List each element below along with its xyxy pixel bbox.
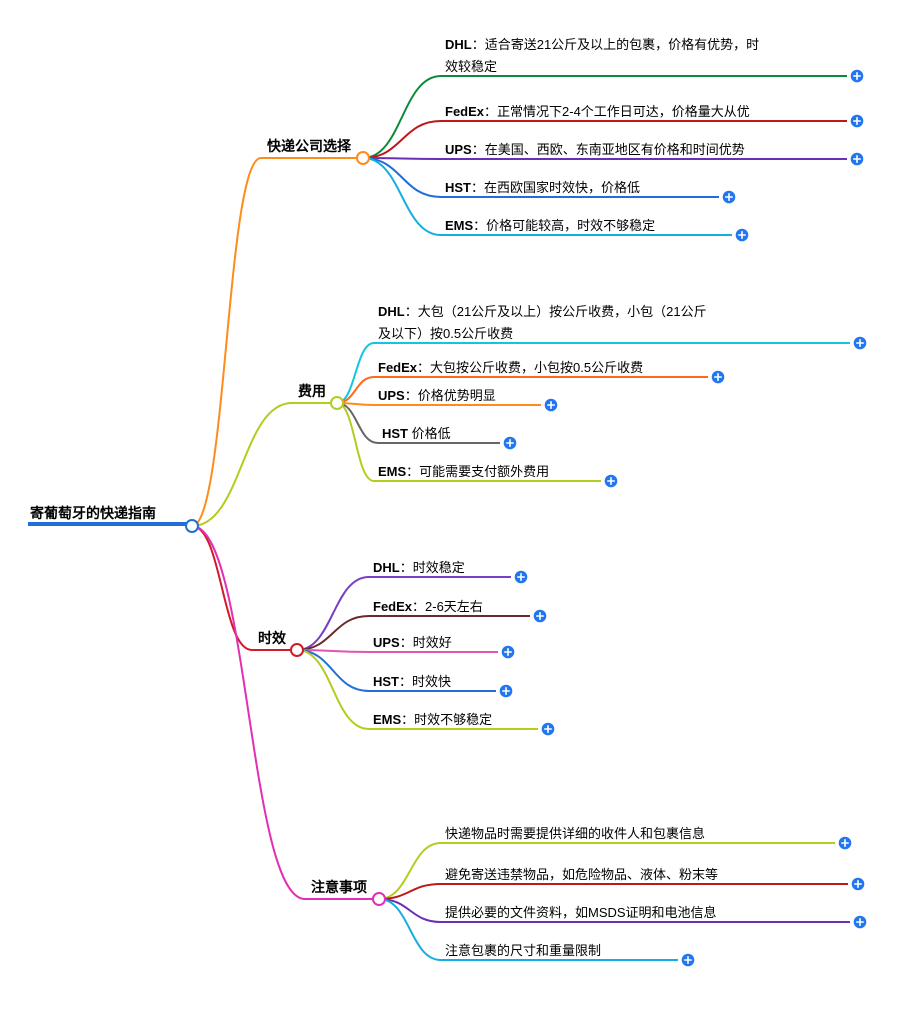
cost-hub[interactable] [331, 397, 343, 409]
timing-hub[interactable] [291, 644, 303, 656]
edge-timing-leaf-1 [297, 616, 369, 650]
expand-icon[interactable] [850, 69, 864, 83]
expand-icon[interactable] [722, 190, 736, 204]
carrier-hub[interactable] [357, 152, 369, 164]
notes-leaf-0-text: 快递物品时需要提供详细的收件人和包裹信息 [445, 826, 705, 841]
expand-icon[interactable] [541, 722, 555, 736]
edge-root-to-timing [192, 526, 252, 650]
notes-leaf-3-text: 注意包裹的尺寸和重量限制 [445, 943, 601, 958]
expand-icon[interactable] [499, 684, 513, 698]
edge-cost-leaf-0 [337, 343, 374, 403]
root-hub[interactable] [186, 520, 198, 532]
cost-leaf-3-text: HST 价格低 [382, 426, 451, 441]
edge-root-to-notes [192, 526, 305, 899]
expand-icon[interactable] [735, 228, 749, 242]
expand-icon[interactable] [681, 953, 695, 967]
root-label: 寄葡萄牙的快递指南 [30, 505, 156, 521]
expand-icon[interactable] [853, 915, 867, 929]
cost-label: 费用 [298, 383, 326, 399]
expand-icon[interactable] [503, 436, 517, 450]
cost-leaf-0-text-line1: DHL：大包（21公斤及以上）按公斤收费，小包（21公斤 [378, 304, 707, 319]
carrier-leaf-0-text-line2: 效较稳定 [445, 59, 497, 74]
mindmap-canvas: 寄葡萄牙的快递指南 快递公司选择 DHL：适合寄送21公斤及以上的包裹，价格有优势，… [0, 0, 906, 1012]
edge-cost-leaf-4 [337, 403, 374, 481]
expand-icon[interactable] [533, 609, 547, 623]
timing-leaf-1-text: FedEx：2-6天左右 [373, 599, 483, 614]
expand-icon[interactable] [838, 836, 852, 850]
edge-carrier-leaf-0 [363, 76, 441, 158]
cost-leaf-2-text: UPS：价格优势明显 [378, 388, 496, 403]
edge-carrier-leaf-3 [363, 158, 441, 197]
expand-icon[interactable] [544, 398, 558, 412]
timing-label: 时效 [258, 630, 287, 646]
cost-leaf-0-text-line2: 及以下）按0.5公斤收费 [378, 326, 513, 341]
edge-notes-leaf-3 [379, 899, 441, 960]
carrier-leaf-1-text: FedEx：正常情况下2-4个工作日可达，价格量大从优 [445, 104, 750, 119]
expand-icon[interactable] [514, 570, 528, 584]
carrier-label: 快递公司选择 [267, 138, 352, 154]
carrier-leaf-3-text: HST：在西欧国家时效快，价格低 [445, 180, 640, 195]
notes-leaf-1-text: 避免寄送违禁物品，如危险物品、液体、粉末等 [445, 867, 718, 882]
notes-hub[interactable] [373, 893, 385, 905]
timing-leaf-0-text: DHL：时效稳定 [373, 560, 465, 575]
edge-root-to-cost [192, 403, 292, 526]
expand-icon[interactable] [853, 336, 867, 350]
expand-icon[interactable] [604, 474, 618, 488]
expand-icon[interactable] [501, 645, 515, 659]
notes-leaf-2-text: 提供必要的文件资料，如MSDS证明和电池信息 [445, 905, 717, 920]
expand-icon[interactable] [850, 114, 864, 128]
edge-notes-leaf-2 [379, 899, 441, 922]
carrier-leaf-0-text-line1: DHL：适合寄送21公斤及以上的包裹，价格有优势，时 [445, 37, 759, 52]
cost-leaf-4-text: EMS：可能需要支付额外费用 [378, 464, 549, 479]
edge-root-to-carrier [192, 158, 261, 526]
expand-icon[interactable] [850, 152, 864, 166]
edge-carrier-leaf-1 [363, 121, 441, 158]
cost-leaf-1-text: FedEx：大包按公斤收费，小包按0.5公斤收费 [378, 360, 643, 375]
expand-icon[interactable] [851, 877, 865, 891]
carrier-leaf-4-text: EMS：价格可能较高，时效不够稳定 [445, 218, 655, 233]
expand-icon[interactable] [711, 370, 725, 384]
edge-timing-leaf-3 [297, 650, 369, 691]
carrier-leaf-2-text: UPS：在美国、西欧、东南亚地区有价格和时间优势 [445, 142, 745, 157]
edge-timing-leaf-0 [297, 577, 369, 650]
notes-label: 注意事项 [311, 879, 367, 895]
edge-cost-leaf-3 [337, 403, 378, 443]
timing-leaf-3-text: HST：时效快 [373, 674, 451, 689]
timing-leaf-4-text: EMS：时效不够稳定 [373, 712, 492, 727]
timing-leaf-2-text: UPS：时效好 [373, 635, 452, 650]
